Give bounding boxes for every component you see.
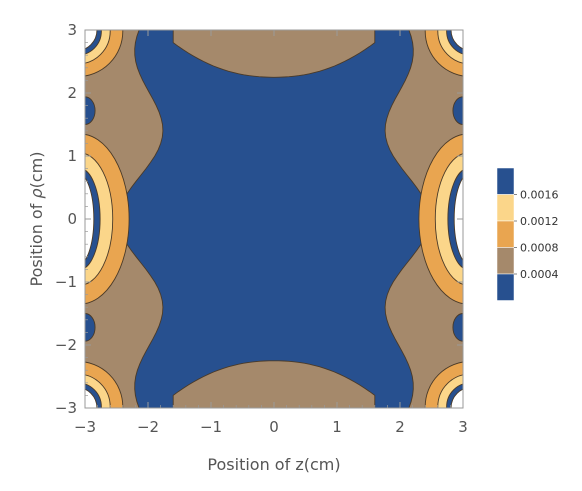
contour-plot-area xyxy=(85,30,463,408)
axes: −3 −2 −1 0 1 2 3 3 2 1 0 −1 −2 −3 xyxy=(55,21,468,436)
x-tick-label: 1 xyxy=(332,418,342,436)
legend-label: 0.0016 xyxy=(520,189,559,202)
x-tick-label: −3 xyxy=(74,418,96,436)
legend-label: 0.0004 xyxy=(520,268,559,281)
legend-label: 0.0012 xyxy=(520,215,559,228)
legend-swatch xyxy=(496,247,515,275)
y-tick-label: −1 xyxy=(55,273,77,291)
region-max-corner-0 xyxy=(450,30,463,50)
x-tick-label: 0 xyxy=(269,418,279,436)
legend-swatch xyxy=(496,167,515,195)
y-tick-label: 3 xyxy=(67,21,77,39)
band-low-blob-0 xyxy=(452,96,463,125)
region-max-corner-1 xyxy=(85,30,98,50)
band-0.0004-bottom-arch xyxy=(172,360,376,408)
x-tick-label: −2 xyxy=(137,418,159,436)
x-axis-title: Position of z(cm) xyxy=(207,455,340,474)
y-tick-label: 0 xyxy=(67,210,77,228)
band-low-blob-2 xyxy=(452,313,463,342)
y-tick-label: −2 xyxy=(55,336,77,354)
x-tick-label: −1 xyxy=(200,418,222,436)
y-axis-title: Position of ρ(cm) xyxy=(27,152,46,287)
legend-swatch xyxy=(496,273,515,301)
y-tick-label: 2 xyxy=(67,84,77,102)
band-low-blob-3 xyxy=(85,313,96,342)
band-0.0004-top-arch xyxy=(172,30,376,78)
y-tick-label: −3 xyxy=(55,399,77,417)
legend: 0.0016 0.0012 0.0008 0.0004 xyxy=(496,167,559,301)
y-tick-label: 1 xyxy=(67,147,77,165)
band-low-blob-1 xyxy=(85,96,96,125)
legend-swatch xyxy=(496,194,515,222)
legend-label: 0.0008 xyxy=(520,242,559,255)
x-tick-label: 3 xyxy=(458,418,468,436)
x-tick-label: 2 xyxy=(395,418,405,436)
legend-swatch xyxy=(496,220,515,248)
